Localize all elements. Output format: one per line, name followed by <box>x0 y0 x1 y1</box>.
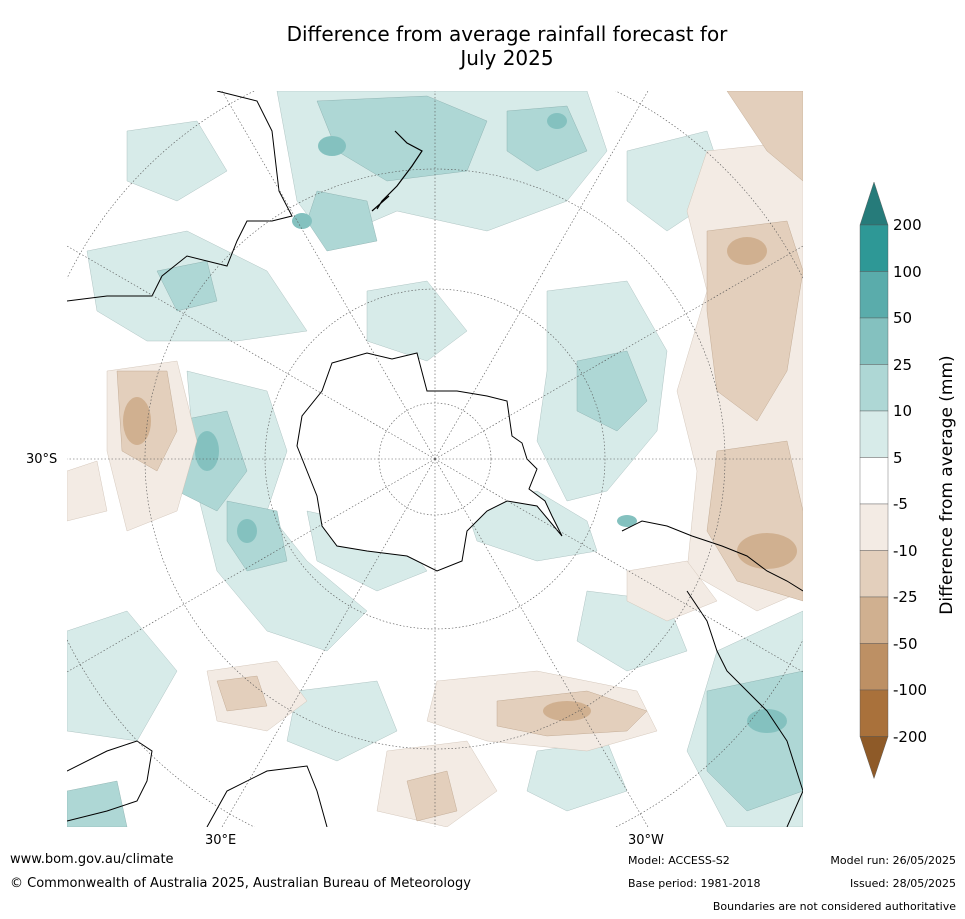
colorbar-band-25_50 <box>859 317 889 365</box>
colorbar-tick-label: -5 <box>893 495 908 513</box>
colorbar-label: Difference from average (mm) <box>937 355 957 615</box>
lon-label-30w: 30°W <box>628 833 664 848</box>
footer-disclaimer: Boundaries are not considered authoritat… <box>712 900 956 913</box>
colorbar-tick-label: 25 <box>893 355 913 374</box>
south-america-coastline <box>621 520 803 827</box>
footer-model-run: Model run: 26/05/2025 <box>830 854 956 867</box>
antarctica-outline <box>296 352 563 572</box>
colorbar-band-neutral <box>859 457 889 505</box>
footer-url[interactable]: www.bom.gov.au/climate <box>10 852 174 867</box>
colorbar-tick-label: -200 <box>893 727 928 746</box>
colorbar-band-m10_m25 <box>859 550 889 598</box>
map-title: Difference from average rainfall forecas… <box>0 22 965 70</box>
meridian-lines <box>67 91 803 827</box>
footer-model: Model: ACCESS-S2 <box>628 854 730 867</box>
colorbar-band-5_10 <box>859 410 889 458</box>
map-title-line1: Difference from average rainfall forecas… <box>286 22 728 46</box>
new-zealand-coastline <box>371 130 423 212</box>
colorbar-band-100_200 <box>859 224 889 272</box>
colorbar-band-10_25 <box>859 364 889 412</box>
colorbar-tick-label: 5 <box>893 448 903 467</box>
colorbar-extend-bottom <box>859 736 889 780</box>
colorbar-tick-label: -50 <box>893 634 918 653</box>
colorbar-extend-top <box>859 181 889 226</box>
colorbar-tick-label: -10 <box>893 541 918 560</box>
colorbar-band-m25_m50 <box>859 596 889 644</box>
rainfall-map <box>67 91 803 827</box>
colorbar-tick-label: 10 <box>893 402 913 420</box>
africa-coastline <box>67 740 328 827</box>
colorbar-tick-label: 50 <box>893 309 913 327</box>
anomaly-25-50-layer <box>195 113 787 733</box>
australia-coastline <box>67 91 293 302</box>
footer-base-period: Base period: 1981-2018 <box>628 877 761 890</box>
colorbar-band-m50_m100 <box>859 643 889 691</box>
lon-label-30e: 30°E <box>205 833 237 848</box>
colorbar-band-m5_m10 <box>859 503 889 551</box>
colorbar <box>859 181 889 780</box>
footer-issued: Issued: 28/05/2025 <box>849 877 956 890</box>
colorbar-tick-label: 200 <box>893 216 922 234</box>
colorbar-tick-label: 100 <box>893 262 922 281</box>
colorbar-band-50_100 <box>859 271 889 319</box>
colorbar-tick-label: -25 <box>893 588 918 606</box>
footer-copyright: © Commonwealth of Australia 2025, Austra… <box>10 876 471 891</box>
colorbar-band-m100_m200 <box>859 689 889 737</box>
map-title-line2: July 2025 <box>460 46 554 70</box>
colorbar-tick-label: -100 <box>893 681 928 699</box>
lat-label-30s: 30°S <box>26 452 58 467</box>
